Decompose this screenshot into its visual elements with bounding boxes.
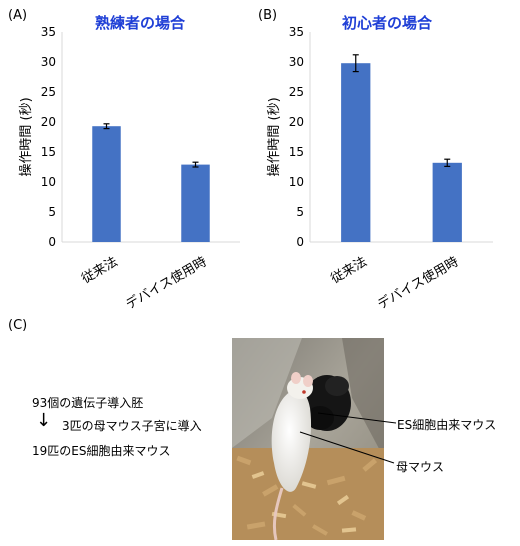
- y-tick-label: 0: [296, 235, 304, 249]
- y-tick-label: 35: [289, 25, 304, 39]
- label-es-mouse: ES細胞由来マウス: [397, 418, 497, 432]
- y-tick-label: 5: [48, 205, 56, 219]
- y-tick-label: 15: [41, 145, 56, 159]
- mouse-photo: [232, 338, 384, 540]
- arrow-down-icon: ↓: [36, 410, 52, 431]
- bar: [341, 63, 371, 243]
- y-axis-label: 操作時間 (秒): [18, 97, 34, 176]
- chart-a-title: 熟練者の場合: [95, 14, 186, 32]
- panel-label-c: (C): [8, 318, 28, 333]
- diagram-result: 19匹のES細胞由来マウス: [32, 444, 171, 458]
- y-axis-label: 操作時間 (秒): [266, 97, 282, 176]
- y-tick-label: 25: [41, 85, 56, 99]
- diagram-transfer-step: 3匹の母マウス子宮に導入: [62, 419, 202, 433]
- bar: [181, 164, 210, 242]
- y-tick-label: 0: [48, 235, 56, 249]
- callout-line-mother: [299, 431, 395, 464]
- y-tick-label: 10: [41, 175, 56, 189]
- y-tick-label: 30: [289, 55, 304, 69]
- y-tick-label: 25: [289, 85, 304, 99]
- bar: [92, 126, 121, 242]
- y-tick-label: 15: [289, 145, 304, 159]
- bar: [432, 162, 462, 242]
- y-tick-label: 35: [41, 25, 56, 39]
- y-tick-label: 5: [296, 205, 304, 219]
- y-tick-label: 30: [41, 55, 56, 69]
- callout-line-es: [317, 412, 397, 424]
- label-mother-mouse: 母マウス: [396, 460, 445, 474]
- y-tick-label: 20: [41, 115, 56, 129]
- panel-label-b: (B): [258, 8, 278, 23]
- diagram-embryo-count: 93個の遺伝子導入胚: [32, 396, 144, 410]
- chart-b-title: 初心者の場合: [342, 14, 433, 32]
- y-tick-label: 20: [289, 115, 304, 129]
- panel-label-a: (A): [8, 8, 28, 23]
- y-tick-label: 10: [289, 175, 304, 189]
